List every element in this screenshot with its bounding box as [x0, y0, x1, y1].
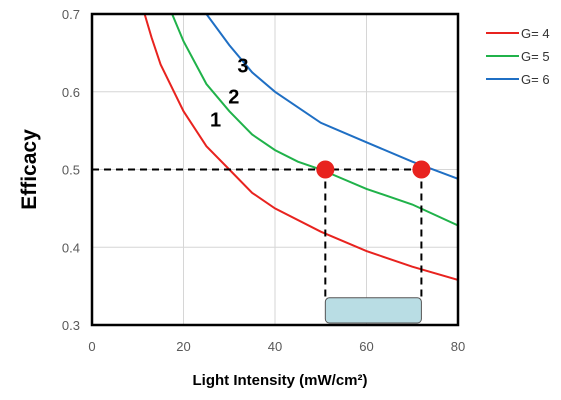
- y-tick-label: 0.5: [62, 163, 80, 178]
- x-tick-label: 40: [268, 339, 282, 354]
- x-tick-label: 80: [451, 339, 465, 354]
- x-axis-title: Light Intensity (mW/cm²): [193, 372, 368, 389]
- y-tick-label: 0.3: [62, 318, 80, 333]
- series-line-g4: [143, 14, 458, 281]
- x-tick-label: 20: [176, 339, 190, 354]
- series-line-g6: [205, 14, 458, 180]
- y-axis-title: Efficacy: [18, 129, 41, 210]
- y-tick-label: 0.4: [62, 240, 80, 255]
- y-tick-label: 0.6: [62, 85, 80, 100]
- marker-point-2: [412, 160, 431, 179]
- curve-label-1: 1: [210, 110, 221, 132]
- legend-label-3: G= 6: [521, 72, 550, 87]
- series-line-g5: [171, 14, 458, 227]
- legend-label-1: G= 4: [521, 26, 550, 41]
- marker-point-1: [316, 160, 335, 179]
- highlight-range-box: [324, 297, 422, 324]
- curve-label-3: 3: [237, 55, 248, 77]
- plot-frame: [90, 12, 460, 327]
- legend-label-2: G= 5: [521, 49, 550, 64]
- y-tick-label: 0.7: [62, 7, 80, 22]
- x-tick-label: 60: [359, 339, 373, 354]
- curve-label-2: 2: [228, 86, 239, 108]
- x-tick-label: 0: [88, 339, 95, 354]
